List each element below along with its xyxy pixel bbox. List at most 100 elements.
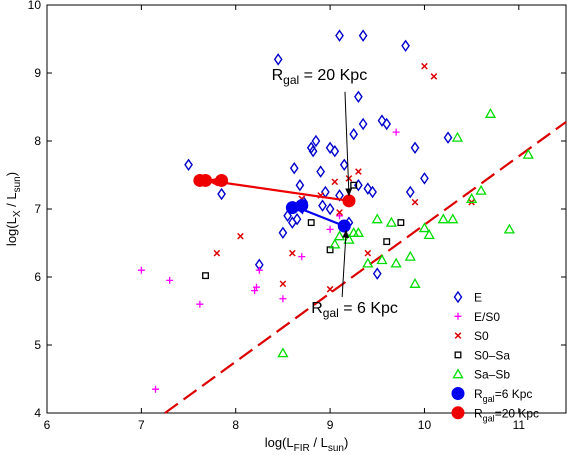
x-tick-label-4: 10	[418, 418, 432, 432]
point-e_s0-5-shape	[252, 283, 260, 291]
point-sa_sb-14	[423, 229, 435, 239]
point-e-33	[382, 117, 392, 131]
point-s0-13	[421, 62, 428, 70]
point-s0-1	[237, 232, 244, 240]
point-s0-14	[430, 73, 438, 80]
point-e-37-shape	[420, 172, 429, 185]
point-e-7	[289, 161, 299, 175]
point-sa_sb-19-shape	[475, 184, 487, 195]
point-e_s0-7-shape	[279, 295, 287, 303]
point-s0_sa-0-shape	[202, 272, 209, 280]
point-s0-8	[336, 209, 343, 216]
legend-marker-sa_sb-shape	[452, 368, 464, 379]
point-e-30-shape	[368, 185, 377, 199]
point-e-12-shape	[308, 144, 318, 158]
point-s0_sa-3	[350, 181, 358, 189]
point-s0-13-shape	[421, 62, 428, 70]
y-tick-label-0: 4	[34, 406, 41, 420]
point-e-7-shape	[289, 161, 299, 175]
legend-label-s0: S0	[474, 329, 489, 343]
point-rgal20-2-shape	[215, 173, 229, 187]
point-e-17	[325, 141, 335, 155]
point-e-4-shape	[278, 226, 288, 240]
point-sa_sb-12-shape	[409, 277, 421, 288]
point-e_s0-3-shape	[196, 300, 204, 308]
point-e-36	[410, 141, 420, 155]
point-e-37	[420, 172, 429, 185]
point-e-33-shape	[382, 117, 392, 131]
point-s0-6	[326, 285, 334, 293]
point-e-24-shape	[349, 127, 359, 141]
point-e-35	[405, 185, 415, 199]
point-e_s0-9	[326, 225, 334, 233]
point-sa_sb-20-shape	[484, 107, 497, 118]
legend-marker-s0	[454, 332, 462, 339]
legend-marker-rgal20-shape	[451, 406, 465, 420]
point-sa_sb-22-shape	[522, 148, 534, 159]
y-tick-label-6: 10	[28, 0, 42, 12]
point-sa_sb-21	[503, 223, 515, 234]
legend: E E/S0 S0 S0–Sa Sa–Sb Rgal=6 Kpc Rgal=20 Kpc	[451, 290, 539, 423]
point-e-22	[339, 158, 349, 172]
point-s0_sa-5	[397, 219, 405, 227]
point-e-14	[316, 165, 326, 178]
point-e-1-shape	[217, 187, 226, 201]
point-e-8	[292, 212, 302, 226]
x-axis: 6 7 8 9 10 11	[44, 5, 525, 432]
point-sa_sb-8-shape	[376, 254, 388, 265]
data-points	[137, 29, 534, 393]
legend-marker-sa_sb	[452, 368, 464, 379]
point-s0_sa-0	[202, 272, 209, 280]
point-e_s0-5	[252, 283, 260, 291]
y-tick-label-5: 9	[34, 66, 41, 80]
point-e_s0-1	[152, 385, 160, 393]
annotation-arrow-r20	[344, 91, 353, 197]
point-e_s0-8-shape	[298, 253, 306, 261]
point-e-17-shape	[325, 141, 335, 155]
point-sa_sb-16	[447, 213, 459, 224]
point-e-6	[287, 216, 297, 229]
legend-marker-rgal20	[451, 406, 465, 420]
point-sa_sb-7-shape	[371, 213, 383, 224]
legend-label-s0_sa: S0–Sa	[474, 348, 510, 362]
point-s0-3	[289, 249, 296, 257]
annotation-r6: Rgal = 6 Kpc	[311, 300, 398, 320]
point-e-31	[372, 267, 382, 280]
point-e-6-shape	[287, 216, 297, 229]
point-s0_sa-4	[383, 238, 391, 246]
point-sa_sb-6	[362, 257, 374, 268]
point-sa_sb-7	[371, 213, 383, 224]
point-e_s0-1-shape	[152, 385, 160, 393]
point-s0-10	[355, 168, 362, 175]
point-e_s0-10-shape	[336, 212, 344, 220]
point-s0-12	[411, 198, 419, 206]
relation-line-path	[164, 121, 567, 414]
offset-arrows	[206, 177, 350, 228]
point-e-29-shape	[363, 182, 373, 195]
x-axis-label: log(LFIR / Lsun)	[265, 435, 349, 454]
point-e-5-shape	[283, 209, 292, 223]
point-e-38	[443, 131, 453, 144]
point-e-34-shape	[401, 39, 410, 53]
point-s0_sa-3-shape	[350, 181, 358, 189]
point-e-25	[354, 90, 363, 104]
point-e_s0-6	[255, 266, 263, 274]
point-sa_sb-12	[409, 277, 421, 288]
legend-label-rgal6: Rgal=6 Kpc	[474, 387, 532, 404]
point-e_s0-6-shape	[255, 266, 263, 274]
point-s0-7-shape	[331, 178, 339, 186]
series-sa_sb	[277, 107, 534, 358]
point-e-19-shape	[330, 144, 340, 158]
point-e-3	[273, 53, 283, 66]
y-axis-label: log(LX / Lsun)	[4, 172, 23, 246]
series-e_s0	[137, 128, 400, 393]
point-s0-6-shape	[326, 285, 334, 293]
x-tick-label-3: 9	[327, 418, 334, 432]
point-sa_sb-10	[390, 257, 402, 268]
point-e-28-shape	[358, 117, 368, 131]
point-sa_sb-5	[352, 226, 365, 237]
legend-marker-e	[453, 290, 463, 304]
point-s0-14-shape	[430, 73, 438, 80]
point-sa_sb-14-shape	[423, 229, 435, 239]
point-e-3-shape	[273, 53, 283, 66]
